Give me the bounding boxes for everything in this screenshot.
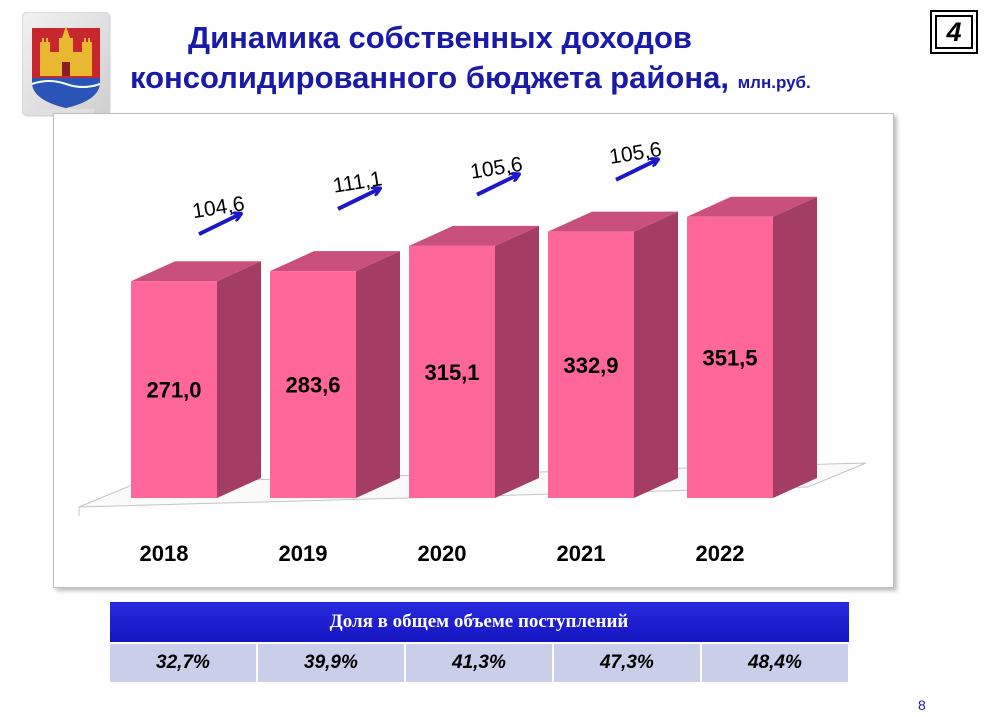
bar-2018 <box>131 281 217 498</box>
bar-top-2022 <box>687 196 817 217</box>
bar-2022 <box>687 216 773 499</box>
growth-arrow <box>476 175 518 197</box>
growth-rate-label: 105,6 <box>608 138 664 169</box>
share-cell-2021: 47,3% <box>551 642 702 684</box>
share-cell-2020: 41,3% <box>403 642 554 684</box>
bar-top-2020 <box>409 225 539 246</box>
bar-2019 <box>270 271 356 498</box>
x-tick-label: 2020 <box>418 541 467 566</box>
bar-side-2020 <box>495 225 539 499</box>
x-tick-label: 2021 <box>557 541 606 566</box>
share-table-row: 32,7% 39,9% 41,3% 47,3% 48,4% <box>108 642 851 684</box>
bar-top-2019 <box>270 251 400 272</box>
bar-2020 <box>409 245 495 498</box>
share-table: Доля в общем объеме поступлений 32,7% 39… <box>108 601 851 684</box>
growth-arrow <box>198 214 240 236</box>
bar-value-label: 332,9 <box>563 353 618 378</box>
slide-number: 8 <box>918 697 926 713</box>
share-cell-2022: 48,4% <box>699 642 851 684</box>
growth-arrow <box>337 189 379 211</box>
x-tick-label: 2022 <box>696 541 745 566</box>
bar-2021 <box>548 231 634 498</box>
bar-top-2021 <box>548 211 678 232</box>
x-tick-label: 2019 <box>279 541 328 566</box>
page-number-badge: 4 <box>930 10 978 54</box>
growth-rate-label: 111,1 <box>331 167 383 197</box>
bar-value-label: 283,6 <box>285 373 340 398</box>
bar-top-2018 <box>131 261 261 282</box>
bar-side-2018 <box>217 261 261 498</box>
share-cell-2019: 39,9% <box>255 642 406 684</box>
bar-side-2019 <box>356 251 400 498</box>
bar-side-2021 <box>634 211 678 498</box>
title-line-2: консолидированного бюджета района, млн.р… <box>130 58 890 103</box>
revenue-bar-chart: 271,0 2018 283,6 2019 315,1 2020 332,9 2021 351,… <box>78 138 867 566</box>
title-unit: млн.руб. <box>737 73 811 92</box>
growth-rate-label: 104,6 <box>191 192 247 223</box>
bar-side-2022 <box>773 196 817 499</box>
growth-arrow <box>615 160 657 182</box>
chart-frame: 271,0 2018 283,6 2019 315,1 2020 332,9 2021 351,… <box>53 113 894 588</box>
title-comma: , <box>720 60 729 95</box>
share-cell-2018: 32,7% <box>108 642 258 684</box>
growth-rate-label: 105,6 <box>469 153 525 184</box>
title-line-1: Динамика собственных доходов <box>188 20 692 55</box>
share-table-header: Доля в общем объеме поступлений <box>108 601 850 644</box>
title-line-2-text: консолидированного бюджета района <box>130 60 721 95</box>
x-tick-label: 2018 <box>140 541 189 566</box>
bar-value-label: 351,5 <box>702 345 757 370</box>
bar-value-label: 271,0 <box>146 378 201 403</box>
page-title: Динамика собственных доходов консолидиро… <box>130 18 890 103</box>
bar-value-label: 315,1 <box>424 360 479 385</box>
coat-of-arms-emblem <box>21 11 112 120</box>
